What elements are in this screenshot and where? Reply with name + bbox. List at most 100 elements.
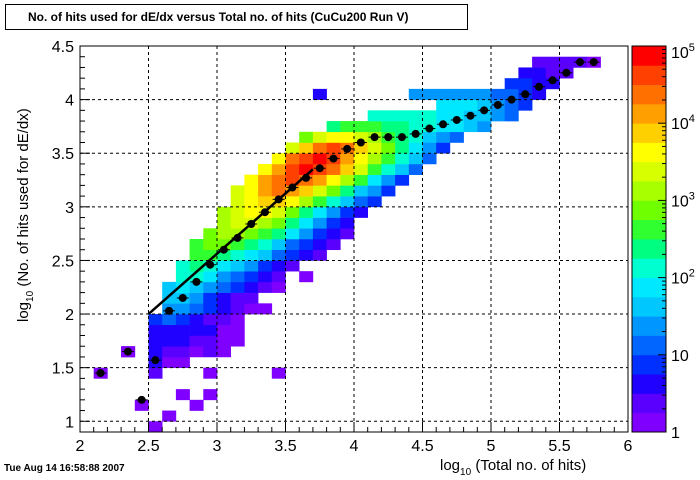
- profile-point: [192, 277, 201, 286]
- heatmap-cell: [189, 260, 204, 272]
- heatmap-cell: [367, 121, 382, 133]
- heatmap-cell: [203, 281, 218, 293]
- heatmap-cell: [230, 271, 245, 283]
- heatmap-cell: [340, 153, 355, 165]
- color-scale-swatch: [632, 258, 666, 278]
- heatmap-cell: [285, 217, 300, 229]
- heatmap-cell: [203, 367, 218, 379]
- profile-point: [548, 76, 557, 85]
- heatmap-cell: [326, 142, 341, 154]
- heatmap-cell: [271, 281, 286, 293]
- profile-point: [576, 58, 585, 67]
- heatmap-cell: [422, 88, 437, 100]
- heatmap-cell: [162, 346, 177, 358]
- heatmap-cell: [258, 217, 273, 229]
- heatmap-cell: [258, 239, 273, 251]
- heatmap-cell: [532, 56, 547, 68]
- heatmap-cell: [299, 239, 314, 251]
- heatmap-cell: [408, 110, 423, 122]
- heatmap-cell: [217, 292, 231, 304]
- heatmap-cell: [408, 153, 423, 165]
- color-scale-swatch: [632, 354, 666, 375]
- heatmap-cell: [285, 153, 300, 165]
- heatmap-cell: [340, 196, 355, 208]
- heatmap-cell: [559, 56, 574, 68]
- heatmap-cell: [203, 271, 218, 283]
- heatmap-cell: [381, 174, 396, 186]
- color-scale-swatch: [632, 142, 666, 163]
- x-tick-label: 4: [350, 438, 359, 455]
- heatmap-cell: [244, 196, 259, 208]
- heatmap-cell: [244, 239, 259, 251]
- heatmap-cell: [134, 399, 149, 411]
- color-scale-label: 102: [671, 268, 695, 288]
- heatmap-cell: [436, 142, 451, 154]
- heatmap-cell: [354, 196, 368, 208]
- heatmap-cell: [162, 324, 177, 336]
- heatmap-cell: [367, 174, 382, 186]
- heatmap-cell: [436, 99, 451, 111]
- heatmap-cell: [175, 271, 190, 283]
- heatmap-cell: [230, 206, 245, 218]
- heatmap-cell: [545, 56, 560, 68]
- heatmap-cell: [230, 217, 245, 229]
- heatmap-cell: [244, 271, 259, 283]
- profile-point: [247, 219, 256, 228]
- heatmap-cell: [230, 335, 245, 347]
- heatmap-cell: [244, 303, 259, 315]
- heatmap-cell: [422, 142, 437, 154]
- color-scale-label: 10: [671, 348, 689, 365]
- heatmap-cell: [449, 121, 464, 133]
- profile-point: [343, 144, 352, 153]
- color-scale-swatch: [632, 84, 666, 105]
- heatmap-cell: [230, 196, 245, 208]
- heatmap-cell: [504, 88, 519, 100]
- heatmap-cell: [271, 163, 286, 175]
- heatmap-cell: [299, 271, 314, 283]
- heatmap-cell: [312, 239, 327, 251]
- heatmap-cell: [189, 303, 204, 315]
- profile-point: [589, 58, 598, 67]
- heatmap-cell: [354, 142, 368, 154]
- heatmap-cell: [367, 196, 382, 208]
- heatmap-cell: [504, 78, 519, 90]
- color-scale-swatch: [632, 46, 666, 66]
- heatmap-cell: [504, 110, 519, 122]
- heatmap-cell: [532, 88, 547, 100]
- color-scale-swatch: [632, 335, 666, 356]
- heatmap-cell: [449, 110, 464, 122]
- profile-point: [96, 369, 105, 378]
- heatmap-cell: [285, 249, 300, 261]
- heatmap-cell: [477, 99, 492, 111]
- heatmap-cell: [175, 356, 190, 368]
- profile-point: [370, 133, 379, 142]
- heatmap-cell: [326, 163, 341, 175]
- heatmap-cell: [175, 303, 190, 315]
- heatmap-cell: [148, 367, 163, 379]
- heatmap-cell: [189, 314, 204, 326]
- heatmap-cell: [244, 228, 259, 240]
- heatmap-cell: [367, 163, 382, 175]
- heatmap-cell: [258, 303, 273, 315]
- heatmap-cell: [340, 121, 355, 133]
- profile-point: [206, 260, 215, 269]
- heatmap-cell: [436, 88, 451, 100]
- heatmap-cell: [518, 78, 533, 90]
- heatmap-cell: [244, 206, 259, 218]
- color-scale-swatch: [632, 316, 666, 336]
- heatmap-cell: [477, 110, 492, 122]
- heatmap-cell: [217, 335, 231, 347]
- heatmap-cell: [340, 228, 355, 240]
- heatmap-cell: [244, 174, 259, 186]
- heatmap-cell: [217, 346, 231, 358]
- profile-point: [534, 82, 543, 91]
- heatmap-cell: [203, 249, 218, 261]
- heatmap-cell: [354, 185, 368, 197]
- color-scale-label: 1: [671, 425, 680, 442]
- heatmap-cell: [244, 185, 259, 197]
- heatmap-cell: [395, 163, 410, 175]
- color-scale-swatch: [632, 296, 666, 317]
- color-scale-label: 103: [671, 190, 695, 210]
- profile-point: [165, 306, 174, 315]
- heatmap-cell: [395, 110, 410, 122]
